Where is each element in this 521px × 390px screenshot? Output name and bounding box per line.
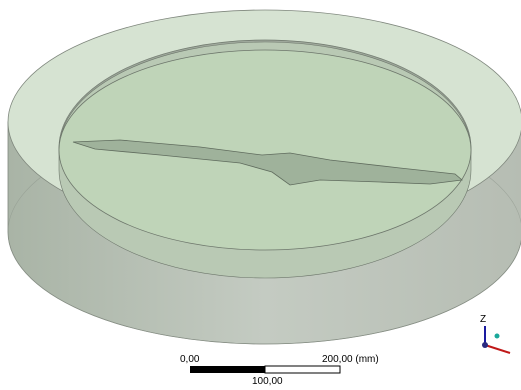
- scale-start-label: 0,00: [180, 354, 200, 365]
- scale-bar-dark: [190, 366, 265, 373]
- viewport: 0,00 200,00 (mm) 100,00 Z: [0, 0, 521, 390]
- triad-y: [495, 334, 500, 339]
- triad-origin: [482, 342, 488, 348]
- scale-mid-label: 100,00: [252, 376, 283, 387]
- scale-bar-light: [265, 366, 340, 373]
- scale-end-label: 200,00 (mm): [322, 354, 379, 365]
- page: 0,00 200,00 (mm) 100,00 Z (() => { const…: [0, 0, 521, 390]
- triad-label: Z: [480, 314, 486, 325]
